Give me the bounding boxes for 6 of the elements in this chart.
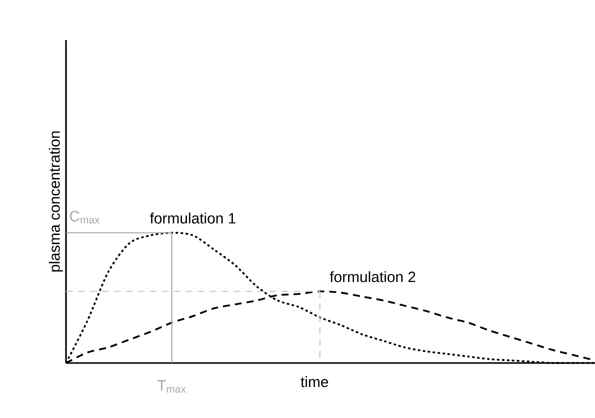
text: T$_{max}$	[157, 380, 186, 393]
y-axis-title: plasma concentration	[48, 131, 63, 272]
series-label: formulation 2	[330, 271, 416, 282]
series-label: formulation 1	[150, 212, 236, 224]
text: C$_{max}$	[70, 210, 100, 224]
x-axis-title: time	[300, 376, 328, 388]
